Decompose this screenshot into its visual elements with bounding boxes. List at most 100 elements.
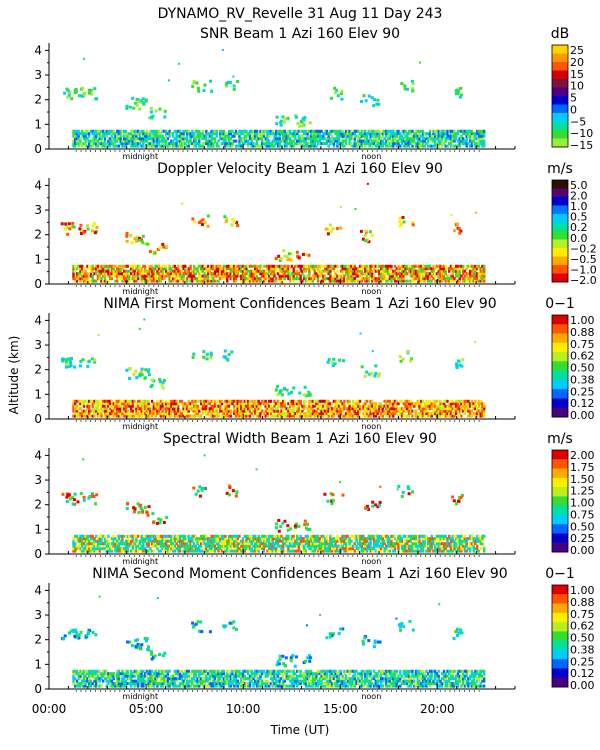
- data-cell: [135, 544, 138, 548]
- data-cell: [428, 272, 432, 276]
- data-cell: [159, 539, 163, 543]
- data-cell: [476, 129, 479, 133]
- data-cell: [434, 409, 437, 413]
- data-cell: [315, 272, 318, 276]
- data-cell: [164, 414, 168, 418]
- data-cell: [406, 414, 409, 418]
- data-cell: [178, 129, 182, 133]
- data-cell: [147, 414, 150, 418]
- data-cell: [446, 132, 449, 136]
- data-cell: [463, 279, 467, 283]
- colorbar-swatch: [552, 214, 568, 223]
- data-cell: [280, 274, 283, 278]
- data-cell: [170, 407, 173, 411]
- data-cell: [432, 137, 435, 141]
- data-cell: [285, 388, 289, 392]
- data-cell: [308, 399, 311, 403]
- data-cell: [325, 412, 329, 416]
- data-cell: [79, 139, 82, 143]
- data-cell: [446, 277, 449, 281]
- data-cell: [337, 399, 341, 403]
- data-cell: [313, 269, 316, 273]
- data-cell: [359, 229, 363, 233]
- data-cell: [458, 272, 461, 276]
- data-cell: [121, 139, 124, 143]
- data-cell: [367, 407, 370, 411]
- data-cell: [82, 134, 86, 138]
- data-cell: [86, 267, 89, 271]
- data-cell: [74, 90, 78, 94]
- data-cell: [276, 132, 280, 136]
- data-cell: [196, 264, 199, 268]
- data-cell: [124, 129, 128, 133]
- data-cell: [75, 274, 79, 278]
- data-cell: [98, 129, 101, 133]
- data-cell: [175, 412, 178, 416]
- data-cell: [385, 134, 388, 138]
- data-cell: [217, 407, 220, 411]
- data-cell: [102, 129, 105, 133]
- data-cell: [339, 407, 343, 411]
- data-cell: [217, 144, 220, 148]
- data-cell: [123, 139, 126, 143]
- data-cell: [289, 137, 292, 141]
- data-cell: [82, 412, 86, 416]
- data-cell: [316, 142, 320, 146]
- data-cell: [150, 267, 154, 271]
- data-cell: [351, 414, 355, 418]
- data-cell: [292, 404, 295, 408]
- data-cell: [362, 402, 365, 406]
- data-cell: [441, 414, 444, 418]
- data-cell: [268, 134, 271, 138]
- data-cell: [144, 98, 148, 102]
- data-cell: [479, 137, 482, 141]
- data-cell: [177, 279, 180, 283]
- data-cell: [365, 409, 369, 413]
- data-cell: [381, 134, 384, 138]
- data-cell: [133, 132, 136, 136]
- data-cell: [164, 269, 168, 273]
- data-cell: [353, 414, 356, 418]
- data-cell: [469, 264, 472, 268]
- data-cell: [154, 109, 158, 113]
- data-cell: [117, 537, 121, 541]
- data-cell: [229, 272, 232, 276]
- data-cell: [282, 137, 285, 141]
- data-cell: [175, 274, 178, 278]
- data-cell: [453, 412, 456, 416]
- data-cell: [325, 139, 329, 143]
- data-cell: [296, 274, 299, 278]
- data-cell: [432, 144, 435, 148]
- data-cell: [472, 269, 475, 273]
- data-cell: [299, 399, 302, 403]
- data-cell: [374, 144, 377, 148]
- data-cell: [441, 137, 444, 141]
- data-cell: [194, 279, 197, 283]
- data-cell: [212, 267, 215, 271]
- data-cell: [206, 279, 210, 283]
- data-cell: [318, 264, 322, 268]
- data-cell: [166, 407, 170, 411]
- data-cell: [286, 258, 290, 262]
- data-cell: [308, 404, 311, 408]
- data-cell: [406, 402, 409, 406]
- data-cell: [96, 414, 100, 418]
- data-cell: [243, 142, 246, 146]
- data-cell: [465, 137, 468, 141]
- data-cell: [400, 277, 404, 281]
- data-cell: [86, 544, 89, 548]
- data-cell: [131, 277, 135, 281]
- data-cell: [353, 134, 356, 138]
- data-cell: [287, 274, 290, 278]
- data-cell: [199, 134, 203, 138]
- data-cell: [419, 61, 422, 64]
- data-cell: [110, 404, 114, 408]
- data-cell: [171, 144, 175, 148]
- data-cell: [91, 542, 94, 546]
- data-cell: [323, 414, 327, 418]
- data-cell: [84, 547, 87, 551]
- data-cell: [96, 544, 100, 548]
- data-cell: [428, 267, 432, 271]
- data-cell: [192, 267, 196, 271]
- data-cell: [313, 129, 316, 133]
